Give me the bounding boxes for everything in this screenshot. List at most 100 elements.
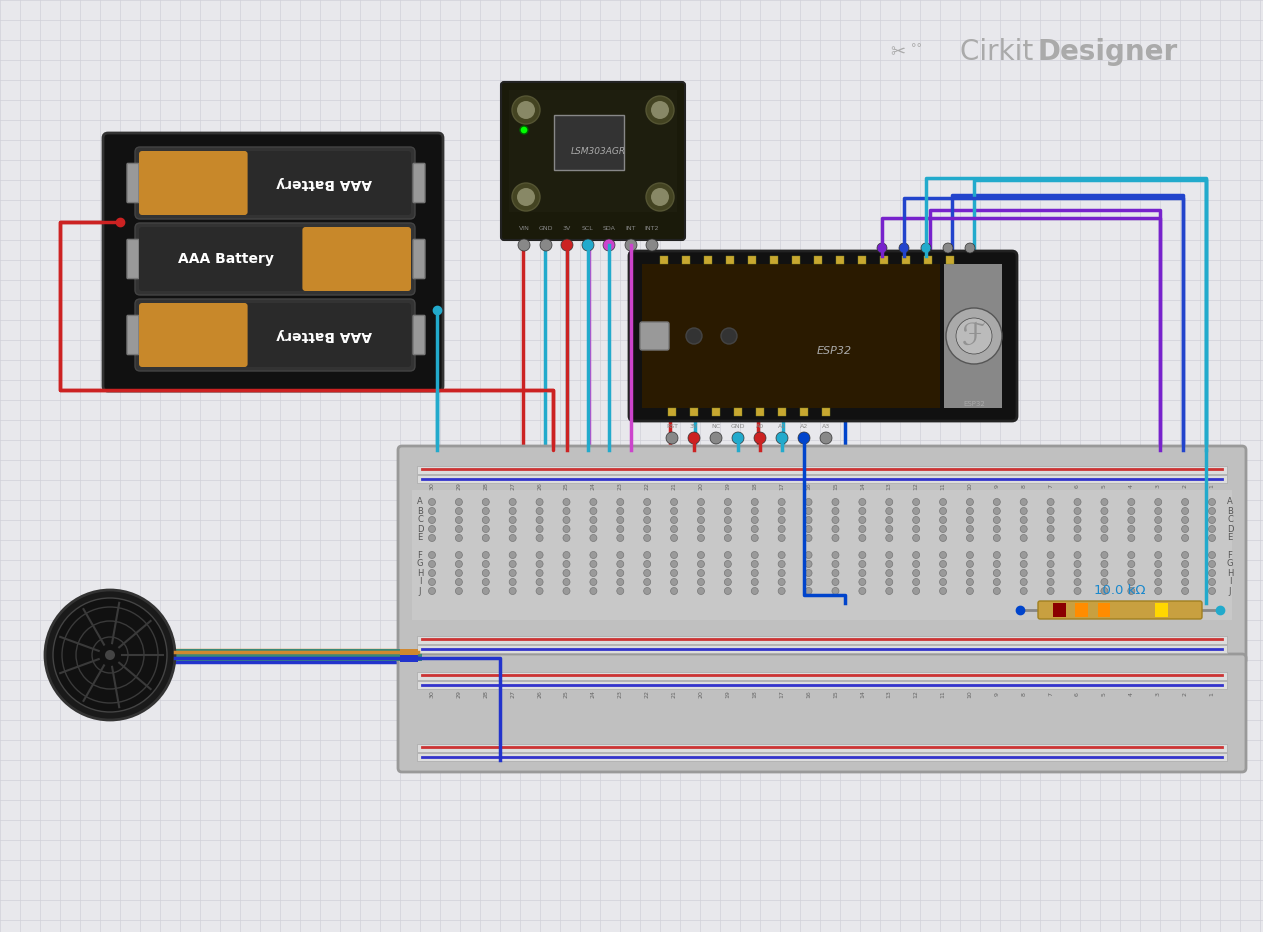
Circle shape <box>778 516 786 524</box>
Text: H: H <box>1226 569 1233 578</box>
Text: 29: 29 <box>456 482 461 490</box>
Circle shape <box>590 560 597 568</box>
Circle shape <box>966 587 974 595</box>
Circle shape <box>644 587 650 595</box>
Circle shape <box>697 579 705 585</box>
Circle shape <box>1209 499 1215 505</box>
Circle shape <box>966 526 974 532</box>
Text: 22: 22 <box>644 690 649 698</box>
Circle shape <box>563 560 570 568</box>
Circle shape <box>563 569 570 577</box>
Text: 3: 3 <box>1156 692 1161 696</box>
Circle shape <box>885 552 893 558</box>
Circle shape <box>725 560 731 568</box>
FancyBboxPatch shape <box>135 299 416 371</box>
Circle shape <box>921 243 931 253</box>
Bar <box>858 256 866 264</box>
Text: 29: 29 <box>456 690 461 698</box>
Circle shape <box>563 587 570 595</box>
Circle shape <box>697 508 705 514</box>
Circle shape <box>697 516 705 524</box>
Circle shape <box>725 579 731 585</box>
Circle shape <box>993 579 1000 585</box>
Circle shape <box>1047 526 1055 532</box>
Circle shape <box>482 560 489 568</box>
Circle shape <box>644 552 650 558</box>
Text: 9: 9 <box>994 484 999 488</box>
Circle shape <box>885 579 893 585</box>
Text: H: H <box>417 569 423 578</box>
Circle shape <box>778 534 786 541</box>
Circle shape <box>509 534 517 541</box>
Circle shape <box>482 508 489 514</box>
Circle shape <box>1074 587 1081 595</box>
Bar <box>799 408 808 416</box>
Circle shape <box>616 552 624 558</box>
FancyBboxPatch shape <box>398 654 1247 772</box>
Circle shape <box>805 569 812 577</box>
Circle shape <box>1047 552 1055 558</box>
Bar <box>703 256 712 264</box>
Circle shape <box>456 579 462 585</box>
Circle shape <box>1182 587 1188 595</box>
Circle shape <box>1021 579 1027 585</box>
Circle shape <box>1101 552 1108 558</box>
Circle shape <box>563 534 570 541</box>
FancyBboxPatch shape <box>128 163 139 202</box>
Circle shape <box>1209 587 1215 595</box>
Circle shape <box>1101 516 1108 524</box>
Circle shape <box>697 526 705 532</box>
Text: 17: 17 <box>779 690 784 698</box>
Text: A: A <box>417 498 423 506</box>
Circle shape <box>1021 552 1027 558</box>
Circle shape <box>590 516 597 524</box>
Text: A1: A1 <box>778 423 786 429</box>
Bar <box>165 649 422 661</box>
Circle shape <box>725 508 731 514</box>
Text: INT2: INT2 <box>644 226 659 231</box>
Circle shape <box>105 650 115 660</box>
Text: 1: 1 <box>1210 692 1215 696</box>
Text: 25: 25 <box>565 690 570 698</box>
FancyBboxPatch shape <box>398 446 1247 664</box>
Circle shape <box>520 126 528 134</box>
Circle shape <box>775 432 788 444</box>
Circle shape <box>512 183 541 211</box>
Circle shape <box>966 516 974 524</box>
Circle shape <box>993 569 1000 577</box>
Circle shape <box>671 569 677 577</box>
Text: 15: 15 <box>832 690 837 698</box>
Circle shape <box>625 239 637 251</box>
Text: J: J <box>1229 586 1231 596</box>
Text: 10.0 kΩ: 10.0 kΩ <box>1094 584 1146 597</box>
FancyBboxPatch shape <box>302 227 410 291</box>
Bar <box>757 408 764 416</box>
Circle shape <box>940 579 946 585</box>
FancyBboxPatch shape <box>139 151 248 215</box>
Circle shape <box>1209 552 1215 558</box>
Bar <box>813 256 822 264</box>
Bar <box>417 672 1226 680</box>
Text: 4: 4 <box>1129 692 1134 696</box>
Circle shape <box>751 579 758 585</box>
Circle shape <box>1128 579 1135 585</box>
Circle shape <box>832 534 839 541</box>
Circle shape <box>482 587 489 595</box>
Circle shape <box>1154 579 1162 585</box>
Circle shape <box>512 96 541 124</box>
Circle shape <box>1074 560 1081 568</box>
Text: 18: 18 <box>753 690 758 698</box>
Text: 3V: 3V <box>690 423 698 429</box>
FancyBboxPatch shape <box>104 133 443 391</box>
FancyBboxPatch shape <box>139 303 410 367</box>
Circle shape <box>1209 516 1215 524</box>
Text: 26: 26 <box>537 482 542 490</box>
Circle shape <box>509 516 517 524</box>
Text: C: C <box>1228 515 1233 525</box>
Text: 8: 8 <box>1022 692 1027 696</box>
Circle shape <box>482 516 489 524</box>
Circle shape <box>751 534 758 541</box>
Text: 19: 19 <box>725 690 730 698</box>
Circle shape <box>1128 560 1135 568</box>
Circle shape <box>940 587 946 595</box>
